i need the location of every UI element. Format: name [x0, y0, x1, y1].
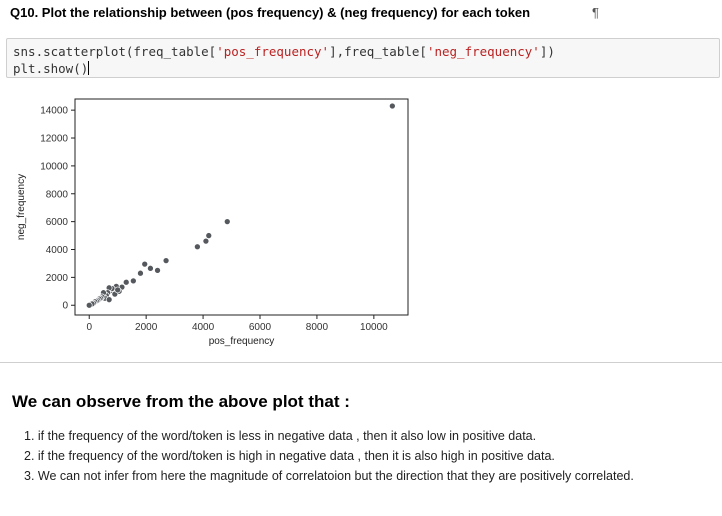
x-tick-label: 6000: [249, 322, 272, 333]
code-cell-input[interactable]: sns.scatterplot(freq_table['pos_frequenc…: [6, 38, 720, 78]
scatter-point: [194, 243, 201, 251]
code-line-2: plt.show(): [13, 61, 90, 76]
observation-list: 1. if the frequency of the word/token is…: [24, 426, 634, 486]
x-tick-label: 0: [86, 322, 92, 333]
scatter-plot: 0 2000 4000 6000 8000 10000 0 2000 4000 6000 8000 1…: [16, 98, 409, 347]
y-tick-label: 14000: [40, 106, 68, 117]
code-token: ],freq_table[: [329, 44, 427, 59]
code-token: plt.show(): [13, 61, 89, 76]
x-tick-label: 4000: [192, 322, 215, 333]
scatter-point: [122, 278, 130, 286]
x-tick-label: 8000: [306, 322, 329, 333]
y-tick-label: 8000: [46, 189, 69, 200]
observation-item: 1. if the frequency of the word/token is…: [24, 429, 537, 443]
scatter-point: [137, 269, 144, 277]
scatter-point: [147, 264, 154, 272]
code-token: ]): [539, 44, 555, 59]
y-tick-label: 4000: [46, 245, 69, 256]
scatter-point: [202, 237, 210, 245]
scatter-point: [141, 260, 149, 268]
code-token: sns.scatterplot(freq_table[: [13, 44, 217, 59]
scatter-point: [205, 232, 213, 239]
code-line-1: sns.scatterplot(freq_table['pos_frequenc…: [13, 44, 555, 59]
y-tick-label: 10000: [40, 161, 68, 172]
markdown-heading: We can observe from the above plot that …: [12, 392, 350, 411]
code-string: 'neg_frequency': [426, 44, 540, 59]
observation-item: 2. if the frequency of the word/token is…: [24, 449, 555, 463]
x-axis-label: pos_frequency: [209, 336, 275, 347]
scatter-point: [129, 277, 137, 285]
text-cursor: [88, 61, 90, 75]
y-tick-label: 12000: [40, 134, 68, 145]
scatter-point: [388, 102, 396, 110]
cell-separator: [0, 362, 722, 363]
x-tick-label: 2000: [135, 322, 158, 333]
x-tick-label: 10000: [360, 322, 388, 333]
question-heading: Q10. Plot the relationship between (pos …: [10, 5, 531, 20]
code-string: 'pos_frequency': [216, 44, 330, 59]
scatter-point: [162, 257, 170, 265]
scatter-point: [114, 286, 122, 294]
plot-frame: [74, 98, 409, 316]
scatter-point: [85, 301, 93, 309]
question-heading-row: Q10. Plot the relationship between (pos …: [0, 0, 722, 26]
observation-item: 3. We can not infer from here the magnit…: [24, 469, 634, 483]
scatter-point: [105, 296, 113, 304]
y-tick-label: 6000: [46, 217, 69, 228]
anchor-link-icon[interactable]: ¶: [592, 5, 599, 20]
scatter-point: [223, 218, 231, 225]
y-axis-label: neg_frequency: [16, 174, 27, 240]
scatter-point: [154, 267, 161, 274]
y-tick-label: 2000: [46, 273, 69, 284]
y-tick-label: 0: [62, 301, 68, 312]
